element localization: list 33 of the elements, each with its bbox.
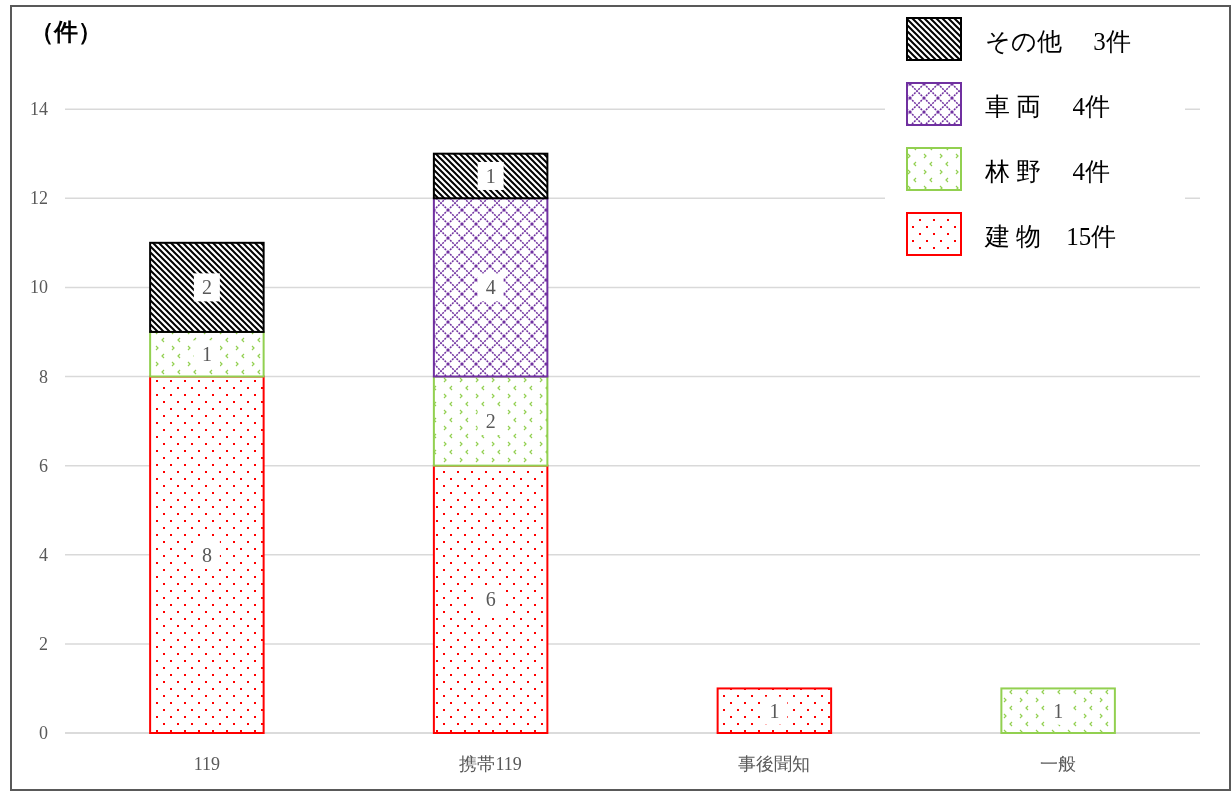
data-label: 1 (769, 699, 780, 722)
y-tick-label: 10 (30, 277, 48, 298)
data-label: 1 (1053, 699, 1064, 722)
x-tick-label: 事後聞知 (738, 754, 811, 774)
y-tick-label: 4 (39, 544, 48, 565)
bar (149, 241, 265, 333)
x-tick-label: 携帯119 (459, 754, 522, 774)
data-label: 8 (201, 543, 212, 566)
legend-label: 林 野 4件 (984, 158, 1110, 185)
y-tick-label: 8 (39, 366, 48, 387)
data-label: 1 (485, 164, 496, 187)
bar (716, 687, 833, 734)
x-tick-label: 119 (193, 754, 221, 774)
data-label: 2 (201, 276, 212, 299)
data-label: 1 (201, 343, 212, 366)
y-axis-title: （件） (30, 19, 102, 45)
legend-label: 車 両 4件 (985, 93, 1110, 120)
legend-label: その他 3件 (985, 28, 1131, 55)
bar (432, 375, 549, 467)
y-tick-label: 0 (39, 723, 48, 743)
y-tick-label: 12 (30, 188, 48, 209)
data-label: 2 (485, 410, 496, 433)
bar (432, 464, 549, 734)
x-tick-label: 一般 (1040, 754, 1077, 774)
y-tick-label: 14 (30, 99, 48, 120)
y-tick-label: 6 (39, 455, 48, 476)
bar (432, 197, 549, 378)
y-tick-label: 2 (39, 633, 48, 654)
bar (149, 375, 265, 734)
data-label: 4 (485, 276, 496, 299)
data-label: 6 (485, 588, 496, 611)
bar (1000, 687, 1116, 734)
legend-label: 建 物 15件 (984, 223, 1117, 250)
